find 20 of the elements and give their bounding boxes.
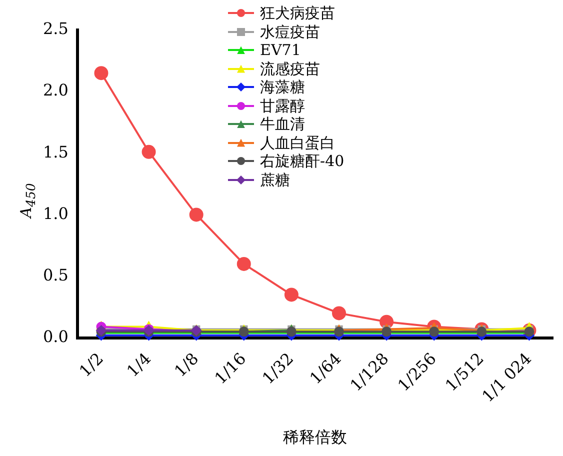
- legend-label: 流感疫苗: [260, 60, 320, 78]
- legend-label: 海藻糖: [260, 78, 305, 96]
- legend-label: 水痘疫苗: [260, 22, 320, 41]
- y-tick-label: 0.5: [42, 265, 68, 284]
- y-tick-label: 0.0: [42, 326, 68, 346]
- y-tick-label: 2.0: [42, 80, 68, 100]
- x-tick-label: 1/8: [170, 348, 202, 381]
- legend-label: 狂犬病疫苗: [260, 4, 335, 22]
- y-tick-label: 2.5: [42, 19, 68, 38]
- y-tick-label: 1.5: [42, 142, 68, 162]
- legend-label: EV71: [260, 41, 301, 60]
- x-axis-title: 稀释倍数: [283, 428, 348, 447]
- legend-label: 牛血清: [260, 115, 305, 134]
- x-tick-label: 1/4: [122, 348, 155, 381]
- x-tick-label: 1/2: [75, 348, 107, 381]
- legend-label: 蔗糖: [260, 170, 290, 189]
- y-tick-label: 1.0: [42, 204, 68, 223]
- legend-label: 人血白蛋白: [260, 134, 335, 152]
- legend-label: 甘露醇: [260, 96, 305, 115]
- legend-label: 右旋糖酐-40: [260, 152, 344, 170]
